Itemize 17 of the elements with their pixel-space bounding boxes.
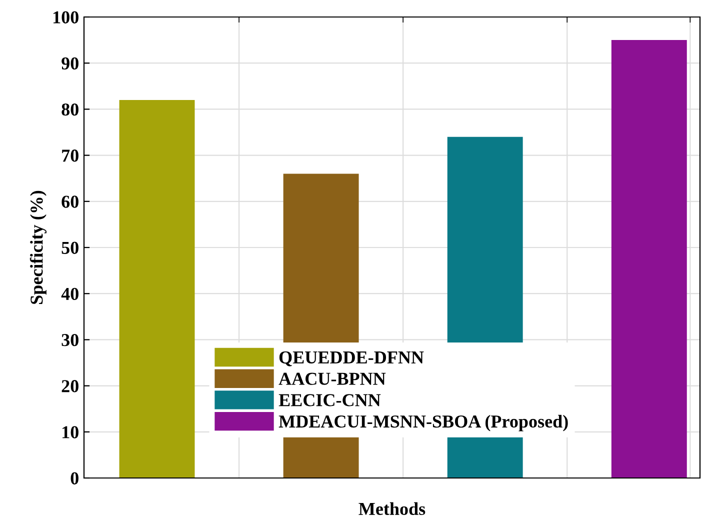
y-tick-label: 60 [62,196,78,208]
y-tick-label: 10 [62,426,78,438]
legend-label: MDEACUI-MSNN-SBOA (Proposed) [278,414,568,432]
y-tick-label: 80 [62,103,78,116]
legend-label: QEUEDDE-DFNN [279,351,424,366]
x-axis-title: Methods [358,502,426,516]
y-tick-label: 70 [62,150,78,162]
y-axis-title: Specificity (%) [30,190,46,304]
y-tick-label: 40 [61,288,78,300]
y-tick-label: 100 [54,11,78,24]
y-tick-label: 0 [70,472,78,484]
y-tick-label: 30 [62,334,78,346]
y-tick-label: 90 [62,57,78,70]
legend-label: AACU-BPNN [278,372,386,385]
y-tick-label: 20 [62,380,78,392]
legend-label: EECIC-CNN [278,394,381,406]
y-tick-label: 50 [62,242,78,254]
